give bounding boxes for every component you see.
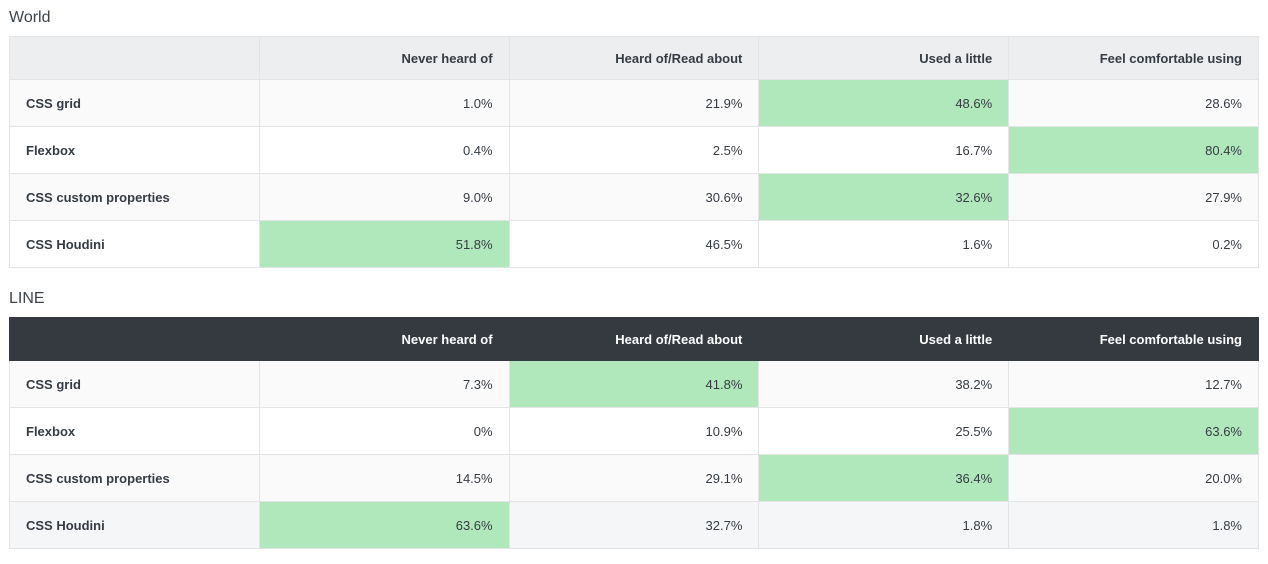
value-cell-highlighted: 41.8% — [508, 360, 760, 408]
value-cell: 1.8% — [1008, 501, 1259, 549]
value-cell: 0.4% — [258, 126, 510, 174]
table-row: CSS Houdini 63.6% 32.7% 1.8% 1.8% — [9, 501, 1259, 549]
value-cell: 1.8% — [758, 501, 1010, 549]
table-row: CSS Houdini 51.8% 46.5% 1.6% 0.2% — [9, 220, 1259, 268]
value-cell: 9.0% — [258, 173, 510, 221]
value-cell-highlighted: 63.6% — [1008, 407, 1259, 455]
table-row: CSS grid 1.0% 21.9% 48.6% 28.6% — [9, 79, 1259, 127]
value-cell: 25.5% — [758, 407, 1010, 455]
value-cell-highlighted: 32.6% — [758, 173, 1010, 221]
row-label-cell: Flexbox — [9, 407, 260, 455]
column-header: Heard of/Read about — [508, 36, 760, 80]
value-cell-highlighted: 48.6% — [758, 79, 1010, 127]
value-cell: 28.6% — [1008, 79, 1259, 127]
column-header: Never heard of — [258, 36, 510, 80]
value-cell: 14.5% — [258, 454, 510, 502]
value-cell: 27.9% — [1008, 173, 1259, 221]
value-cell: 32.7% — [508, 501, 760, 549]
table-row: CSS custom properties 9.0% 30.6% 32.6% 27.9% — [9, 173, 1259, 221]
row-label-cell: CSS custom properties — [9, 454, 260, 502]
row-label-cell: CSS Houdini — [9, 501, 260, 549]
data-table: Never heard of Heard of/Read about Used a … — [9, 317, 1259, 549]
column-header: Used a little — [758, 317, 1010, 361]
content: World Never heard of Heard of/Read about U… — [9, 8, 1259, 549]
value-cell: 20.0% — [1008, 454, 1259, 502]
value-cell-highlighted: 51.8% — [258, 220, 510, 268]
table-row: Flexbox 0% 10.9% 25.5% 63.6% — [9, 407, 1259, 455]
row-label-cell: CSS grid — [9, 360, 260, 408]
value-cell: 0% — [258, 407, 510, 455]
header-row: Never heard of Heard of/Read about Used a … — [9, 36, 1259, 80]
row-label-cell: CSS custom properties — [9, 173, 260, 221]
table-row: Flexbox 0.4% 2.5% 16.7% 80.4% — [9, 126, 1259, 174]
table-body: CSS grid 1.0% 21.9% 48.6% 28.6% Flexbox 0.4% 2.… — [9, 79, 1259, 268]
row-label-cell: Flexbox — [9, 126, 260, 174]
header-row: Never heard of Heard of/Read about Used a … — [9, 317, 1259, 361]
value-cell: 16.7% — [758, 126, 1010, 174]
value-cell-highlighted: 36.4% — [758, 454, 1010, 502]
table-row: CSS grid 7.3% 41.8% 38.2% 12.7% — [9, 360, 1259, 408]
value-cell-highlighted: 80.4% — [1008, 126, 1259, 174]
table-section: World Never heard of Heard of/Read about U… — [9, 8, 1259, 268]
value-cell: 30.6% — [508, 173, 760, 221]
corner-header — [9, 36, 260, 80]
column-header: Feel comfortable using — [1008, 317, 1259, 361]
value-cell: 2.5% — [508, 126, 760, 174]
value-cell: 12.7% — [1008, 360, 1259, 408]
corner-header — [9, 317, 260, 361]
value-cell: 21.9% — [508, 79, 760, 127]
table-title: LINE — [9, 290, 45, 307]
column-header: Feel comfortable using — [1008, 36, 1259, 80]
value-cell: 29.1% — [508, 454, 760, 502]
row-label-cell: CSS Houdini — [9, 220, 260, 268]
column-header: Heard of/Read about — [508, 317, 760, 361]
value-cell: 7.3% — [258, 360, 510, 408]
table-title: World — [9, 9, 51, 26]
row-label-cell: CSS grid — [9, 79, 260, 127]
value-cell: 1.6% — [758, 220, 1010, 268]
column-header: Used a little — [758, 36, 1010, 80]
column-header: Never heard of — [258, 317, 510, 361]
value-cell: 38.2% — [758, 360, 1010, 408]
value-cell-highlighted: 63.6% — [258, 501, 510, 549]
table-body: CSS grid 7.3% 41.8% 38.2% 12.7% Flexbox 0% 10.9… — [9, 360, 1259, 549]
value-cell: 46.5% — [508, 220, 760, 268]
table-section: LINE Never heard of Heard of/Read about Us… — [9, 289, 1259, 549]
value-cell: 1.0% — [258, 79, 510, 127]
value-cell: 0.2% — [1008, 220, 1259, 268]
value-cell: 10.9% — [508, 407, 760, 455]
data-table: Never heard of Heard of/Read about Used a … — [9, 36, 1259, 268]
table-row: CSS custom properties 14.5% 29.1% 36.4% 20.0… — [9, 454, 1259, 502]
